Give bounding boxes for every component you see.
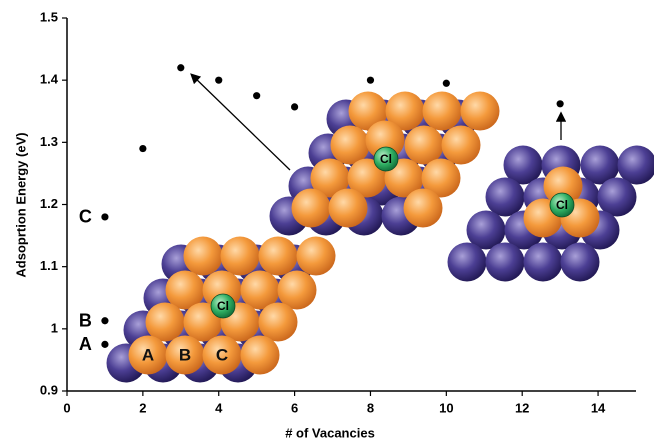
data-point bbox=[291, 103, 298, 110]
data-point bbox=[139, 145, 146, 152]
sphere bbox=[405, 126, 444, 165]
sphere bbox=[331, 126, 370, 165]
sphere bbox=[292, 189, 331, 228]
sphere bbox=[524, 243, 563, 282]
x-axis-label: # of Vacancies bbox=[285, 425, 375, 440]
site-label: C bbox=[216, 345, 228, 364]
sphere bbox=[423, 92, 462, 131]
x-tick-label: 14 bbox=[591, 400, 606, 415]
sphere bbox=[221, 237, 260, 276]
site-label: B bbox=[179, 345, 191, 364]
x-tick-label: 4 bbox=[215, 400, 223, 415]
x-tick-label: 8 bbox=[367, 400, 374, 415]
data-point bbox=[367, 77, 374, 84]
illustrations: Cl A B C Cl Cl bbox=[107, 92, 654, 383]
data-point bbox=[443, 80, 450, 87]
sphere bbox=[259, 237, 298, 276]
sphere bbox=[241, 336, 280, 375]
y-axis-label: Adsoprtion Energy (eV) bbox=[13, 132, 28, 277]
atom-label: Cl bbox=[217, 299, 229, 313]
data-point bbox=[101, 317, 108, 324]
sphere bbox=[404, 189, 443, 228]
y-tick-label: 1.1 bbox=[40, 258, 58, 273]
point-label: A bbox=[79, 334, 92, 354]
point-label: B bbox=[79, 311, 92, 331]
site-label: A bbox=[142, 345, 154, 364]
sphere bbox=[461, 92, 500, 131]
sphere bbox=[297, 237, 336, 276]
data-point bbox=[101, 213, 108, 220]
y-tick-label: 1.3 bbox=[40, 134, 58, 149]
data-point bbox=[177, 64, 184, 71]
atom-label: Cl bbox=[380, 152, 392, 166]
x-tick-label: 2 bbox=[139, 400, 146, 415]
y-tick-label: 1.2 bbox=[40, 196, 58, 211]
arrow bbox=[192, 75, 290, 170]
sphere bbox=[146, 303, 185, 342]
data-point bbox=[557, 100, 564, 107]
sphere bbox=[329, 189, 368, 228]
chart: ClABCClCl # of Vacancies Adsoprtion Ener… bbox=[0, 0, 654, 441]
y-tick-label: 1.4 bbox=[40, 72, 59, 87]
data-point bbox=[101, 341, 108, 348]
y-tick-label: 0.9 bbox=[40, 382, 58, 397]
atom-label: Cl bbox=[556, 198, 568, 212]
sphere bbox=[448, 243, 487, 282]
x-tick-label: 6 bbox=[291, 400, 298, 415]
sphere bbox=[442, 126, 481, 165]
sphere bbox=[561, 243, 600, 282]
x-tick-label: 0 bbox=[63, 400, 70, 415]
sphere bbox=[598, 178, 637, 217]
sphere bbox=[259, 303, 298, 342]
data-point bbox=[215, 77, 222, 84]
sphere bbox=[184, 237, 223, 276]
point-label: C bbox=[79, 207, 92, 227]
sphere bbox=[486, 178, 525, 217]
data-point bbox=[253, 92, 260, 99]
sphere bbox=[486, 243, 525, 282]
x-tick-label: 12 bbox=[515, 400, 529, 415]
y-tick-label: 1 bbox=[51, 320, 58, 335]
y-tick-label: 1.5 bbox=[40, 9, 58, 24]
x-tick-label: 10 bbox=[439, 400, 453, 415]
